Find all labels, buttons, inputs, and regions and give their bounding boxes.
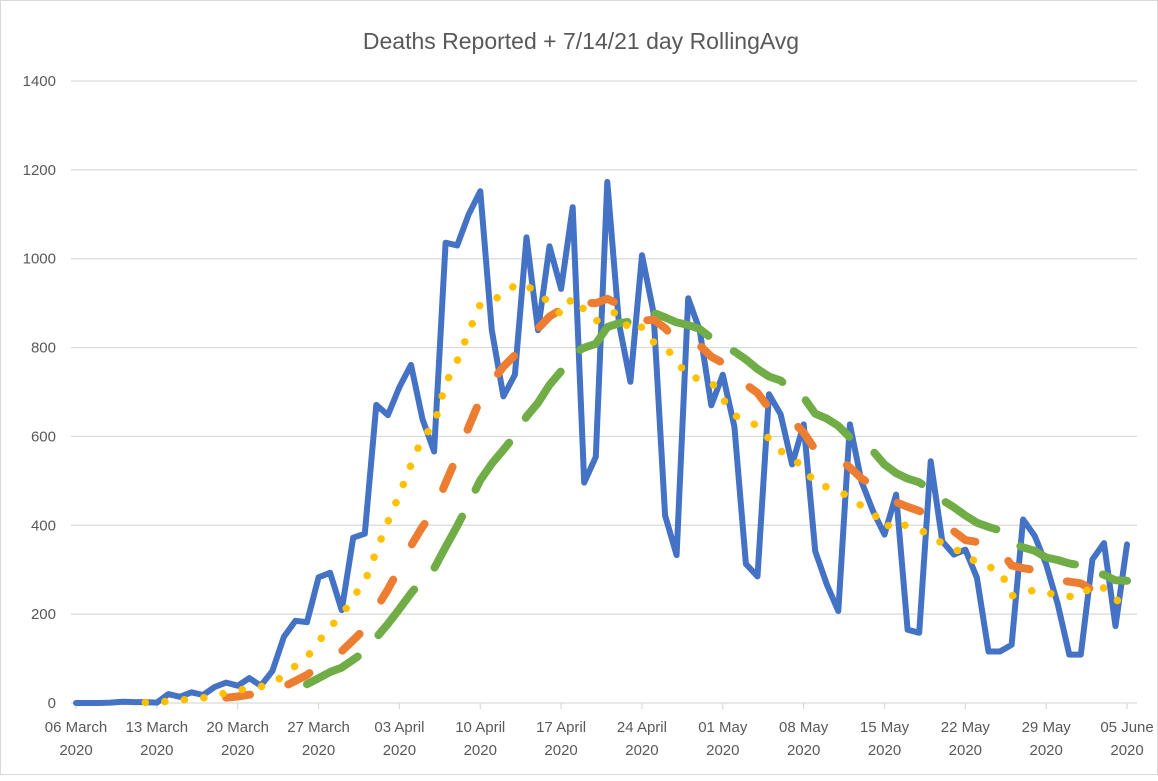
x-tick-year: 2020 <box>1030 742 1063 759</box>
y-tick-label: 600 <box>31 428 56 445</box>
x-tick-label: 13 March <box>126 719 189 736</box>
y-axis-tick-labels: 0 200 400 600 800 1000 1200 1400 <box>23 73 56 712</box>
x-tick-label: 10 April <box>455 719 505 736</box>
x-tick-year: 2020 <box>868 742 901 759</box>
x-tick-label: 05 June <box>1100 719 1153 736</box>
y-tick-label: 1200 <box>23 162 56 179</box>
y-tick-label: 0 <box>48 695 56 712</box>
x-tick-year: 2020 <box>464 742 497 759</box>
x-tick-year: 2020 <box>544 742 577 759</box>
x-tick-year: 2020 <box>1110 742 1143 759</box>
x-tick-label: 29 May <box>1022 719 1072 736</box>
y-tick-label: 800 <box>31 340 56 357</box>
chart-title: Deaths Reported + 7/14/21 day RollingAvg <box>363 28 799 54</box>
x-tick-label: 24 April <box>617 719 667 736</box>
x-tick-label: 03 April <box>374 719 424 736</box>
x-tick-year: 2020 <box>383 742 416 759</box>
series-line-7-day-rolling-avg <box>141 280 1131 707</box>
series-line-14-day-rolling-avg <box>222 294 1131 702</box>
series-line-21-day-rolling-avg <box>303 308 1131 689</box>
x-tick-label: 17 April <box>536 719 586 736</box>
y-tick-label: 1400 <box>23 73 56 90</box>
x-tick-year: 2020 <box>706 742 739 759</box>
series-lines <box>73 178 1131 707</box>
x-tick-year: 2020 <box>221 742 254 759</box>
gridlines <box>71 80 1137 704</box>
x-tick-year: 2020 <box>302 742 335 759</box>
x-tick-year: 2020 <box>140 742 173 759</box>
x-tick-year: 2020 <box>59 742 92 759</box>
x-tick-year: 2020 <box>949 742 982 759</box>
x-tick-year: 2020 <box>625 742 658 759</box>
x-tick-label: 22 May <box>941 719 991 736</box>
x-tick-label: 06 March <box>45 719 108 736</box>
x-tick-label: 01 May <box>698 719 748 736</box>
x-tick-label: 15 May <box>860 719 910 736</box>
y-tick-label: 400 <box>31 517 56 534</box>
x-axis: 06 March 2020 13 March 2020 20 March 2020 27 M… <box>45 703 1154 759</box>
x-tick-label: 08 May <box>779 719 829 736</box>
y-tick-label: 200 <box>31 606 56 623</box>
x-tick-year: 2020 <box>787 742 820 759</box>
x-tick-label: 27 March <box>287 719 350 736</box>
x-tick-label: 20 March <box>206 719 269 736</box>
series-line-daily-deaths <box>73 178 1130 706</box>
y-tick-label: 1000 <box>23 251 56 268</box>
